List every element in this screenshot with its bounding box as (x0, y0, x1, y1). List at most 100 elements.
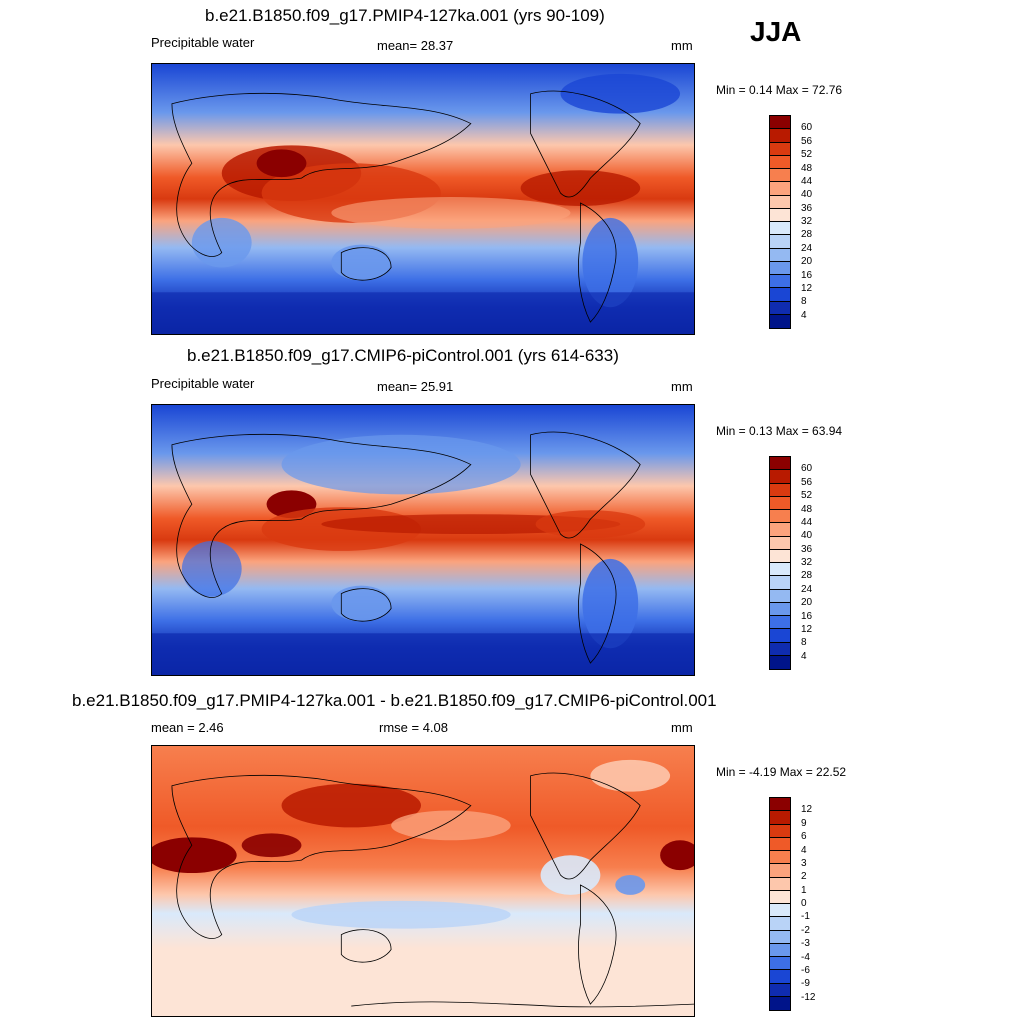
colorbar-tick-label: 16 (801, 610, 813, 622)
colorbar-tick-label: -1 (801, 911, 810, 923)
colorbar-swatch (770, 983, 790, 997)
colorbar-swatch (770, 129, 790, 143)
colorbar-swatch (770, 811, 790, 825)
colorbar-tick-label: 60 (801, 122, 813, 134)
colorbar-swatch (770, 943, 790, 957)
panel-1-units-label: mm (671, 38, 693, 53)
colorbar-swatch (770, 589, 790, 603)
colorbar-swatch (770, 536, 790, 550)
colorbar-swatch (770, 169, 790, 183)
panel-3-minmax: Min = -4.19 Max = 22.52 (716, 765, 847, 779)
panel-3-colorbar (769, 797, 791, 1011)
colorbar-tick-label: -2 (801, 924, 810, 936)
panel-2-colorbar (769, 456, 791, 670)
colorbar-tick-label: 44 (801, 516, 813, 528)
colorbar-tick-label: 48 (801, 503, 813, 515)
panel-2-mean-label: mean= 25.91 (377, 379, 454, 394)
colorbar-swatch (770, 563, 790, 577)
colorbar-tick-label: -12 (801, 991, 816, 1003)
colorbar-tick-label: 56 (801, 476, 813, 488)
colorbar-tick-label: 8 (801, 637, 807, 649)
colorbar-swatch (770, 155, 790, 169)
colorbar-swatch (770, 116, 790, 130)
panel-3-rmse-label: rmse = 4.08 (379, 720, 449, 735)
colorbar-tick-label: 12 (801, 282, 813, 294)
colorbar-swatch (770, 496, 790, 510)
colorbar-tick-label: 20 (801, 256, 813, 268)
colorbar-swatch (770, 602, 790, 616)
colorbar-swatch (770, 642, 790, 656)
colorbar-swatch (770, 877, 790, 891)
panel-2-variable-label: Precipitable water (151, 376, 255, 391)
panel-1-title: b.e21.B1850.f09_g17.PMIP4-127ka.001 (yrs… (205, 6, 605, 25)
colorbar-tick-label: 16 (801, 269, 813, 281)
colorbar-swatch (770, 523, 790, 537)
colorbar-swatch (770, 890, 790, 904)
colorbar-tick-label: 56 (801, 135, 813, 147)
colorbar-swatch (770, 142, 790, 156)
colorbar-swatch (770, 182, 790, 196)
colorbar-tick-label: 48 (801, 162, 813, 174)
season-label: JJA (750, 16, 802, 47)
colorbar-swatch (770, 549, 790, 563)
colorbar-swatch (770, 917, 790, 931)
colorbar-swatch (770, 248, 790, 262)
colorbar-tick-label: 36 (801, 202, 813, 214)
colorbar-swatch (770, 851, 790, 865)
colorbar-tick-label: 12 (801, 804, 813, 816)
colorbar-tick-label: 20 (801, 597, 813, 609)
panel-2-map-graphic (152, 405, 694, 675)
panel-2-title: b.e21.B1850.f09_g17.CMIP6-piControl.001 … (187, 346, 619, 365)
colorbar-swatch (770, 930, 790, 944)
colorbar-swatch (770, 314, 790, 328)
colorbar-swatch (770, 970, 790, 984)
panel-1-map (151, 63, 695, 335)
colorbar-swatch (770, 864, 790, 878)
colorbar-tick-label: 24 (801, 583, 813, 595)
colorbar-tick-label: 60 (801, 463, 813, 475)
colorbar-swatch (770, 457, 790, 471)
panel-3-map-graphic (152, 746, 694, 1016)
colorbar-tick-label: 32 (801, 557, 813, 568)
colorbar-tick-label: 4 (801, 650, 807, 662)
colorbar-swatch (770, 510, 790, 524)
colorbar-tick-label: 6 (801, 831, 807, 843)
panel-2-minmax: Min = 0.13 Max = 63.94 (716, 424, 843, 438)
colorbar-tick-label: 12 (801, 623, 813, 635)
panel-1-variable-label: Precipitable water (151, 35, 255, 50)
colorbar-tick-label: -9 (801, 978, 810, 990)
panel-2-units-label: mm (671, 379, 693, 394)
colorbar-tick-label: 52 (801, 490, 813, 502)
panel-3-title: b.e21.B1850.f09_g17.PMIP4-127ka.001 - b.… (72, 691, 717, 710)
colorbar-tick-label: 2 (801, 871, 807, 883)
colorbar-tick-label: 32 (801, 216, 813, 227)
colorbar-swatch (770, 824, 790, 838)
colorbar-swatch (770, 301, 790, 315)
colorbar-swatch (770, 837, 790, 851)
colorbar-swatch (770, 655, 790, 669)
colorbar-tick-label: 36 (801, 543, 813, 555)
colorbar-swatch (770, 208, 790, 222)
colorbar-swatch (770, 904, 790, 918)
colorbar-tick-label: 9 (801, 817, 807, 829)
colorbar-tick-label: 44 (801, 175, 813, 187)
panel-1-colorbar (769, 115, 791, 329)
colorbar-tick-label: 24 (801, 242, 813, 254)
colorbar-swatch (770, 275, 790, 289)
colorbar-swatch (770, 576, 790, 590)
panel-1-minmax: Min = 0.14 Max = 72.76 (716, 83, 843, 97)
colorbar-tick-label: -4 (801, 951, 810, 963)
panel-1-mean-label: mean= 28.37 (377, 38, 454, 53)
colorbar-tick-label: 0 (801, 898, 807, 909)
colorbar-swatch (770, 629, 790, 643)
colorbar-tick-label: -3 (801, 938, 810, 950)
colorbar-swatch (770, 616, 790, 630)
panel-3-map (151, 745, 695, 1017)
panel-2-map (151, 404, 695, 676)
colorbar-tick-label: 40 (801, 189, 813, 201)
colorbar-swatch (770, 798, 790, 812)
colorbar-swatch (770, 483, 790, 497)
colorbar-tick-label: 52 (801, 149, 813, 161)
colorbar-swatch (770, 222, 790, 236)
colorbar-swatch (770, 470, 790, 484)
